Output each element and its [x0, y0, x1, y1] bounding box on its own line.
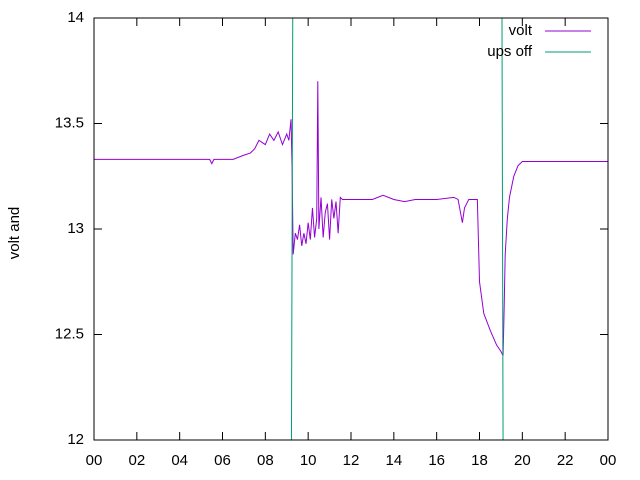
- x-tick-label: 12: [343, 452, 360, 469]
- x-tick-label: 20: [514, 452, 531, 469]
- x-tick-label: 14: [385, 452, 402, 469]
- plot-frame: [93, 17, 609, 441]
- x-tick-label: 10: [300, 452, 317, 469]
- y-tick-label: 14: [67, 9, 84, 26]
- x-tick-label: 08: [257, 452, 274, 469]
- x-tick-label: 02: [128, 452, 145, 469]
- x-tick-label: 18: [471, 452, 488, 469]
- series-line: [94, 81, 608, 356]
- legend-label: ups off: [487, 43, 533, 60]
- y-tick-label: 12.5: [55, 325, 84, 342]
- y-tick-label: 12: [67, 431, 84, 448]
- x-tick-label: 16: [428, 452, 445, 469]
- x-tick-label: 22: [557, 452, 574, 469]
- x-tick-label: 04: [171, 452, 188, 469]
- x-tick-label: 00: [86, 452, 103, 469]
- y-axis-label: volt and: [6, 207, 23, 260]
- x-tick-label: 00: [600, 452, 617, 469]
- y-tick-label: 13.5: [55, 114, 84, 131]
- legend-label: volt: [509, 22, 533, 39]
- y-tick-label: 13: [67, 220, 84, 237]
- x-tick-label: 06: [214, 452, 231, 469]
